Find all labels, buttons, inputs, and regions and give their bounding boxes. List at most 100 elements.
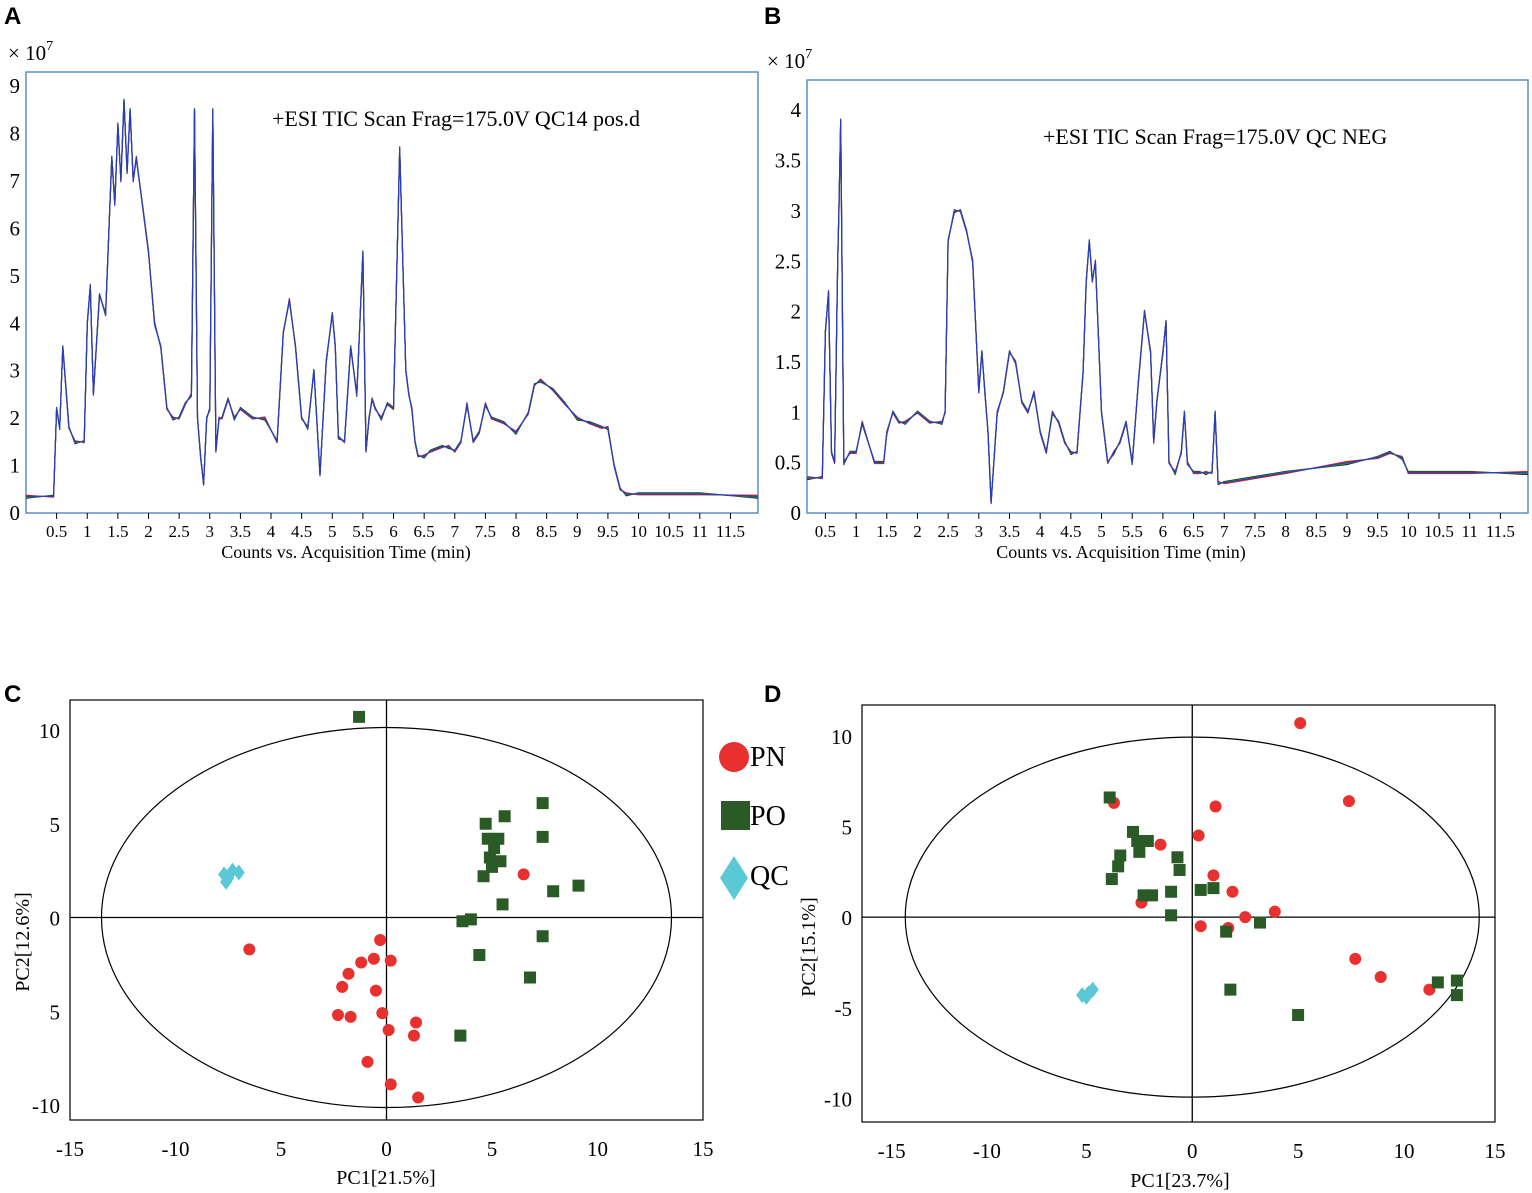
- tic-b-y-tick-label: 1.5: [775, 350, 801, 374]
- panel-label-a: A: [4, 3, 21, 30]
- tic-b-x-tick-label: 8.5: [1306, 522, 1327, 541]
- tic-a-y-tick-label: 2: [10, 406, 21, 430]
- tic-a-x-tick-label: 2.5: [169, 522, 190, 541]
- tic-a-y-tick-label: 6: [10, 216, 21, 240]
- tic-a-y-tick-label: 3: [10, 359, 21, 383]
- pca-d-x-tick-label: 10: [1393, 1139, 1414, 1163]
- pca-d-point-po: [1173, 863, 1186, 876]
- tic-b-y-tick-label: 0: [791, 501, 802, 525]
- tic-b-x-tick-label: 7.5: [1244, 522, 1265, 541]
- pca-c-point-pn: [382, 1024, 395, 1036]
- pca-c-point-pn: [412, 1091, 425, 1104]
- pca-c-point-po: [464, 913, 477, 926]
- pca-d-confidence-ellipse: [904, 736, 1480, 1098]
- pca-c-point-pn: [374, 934, 387, 946]
- pca-c-point-pn: [243, 943, 256, 956]
- pca-c-y-tick-label: 5: [50, 813, 61, 837]
- tic-a-x-tick-label: 8.5: [536, 522, 557, 541]
- pca-d-point-po: [1141, 834, 1154, 847]
- tic-b-trace-4: [807, 119, 1528, 504]
- tic-a-x-tick-label: 6: [389, 522, 398, 541]
- tic-a-y-tick-label: 1: [10, 454, 21, 478]
- pca-d-point-po: [1146, 889, 1159, 902]
- tic-a-x-tick-label: 8: [512, 522, 521, 541]
- pca-d-point-po: [1194, 883, 1207, 896]
- tic-b-x-tick-label: 2.5: [938, 522, 959, 541]
- pca-d-point-pn: [1239, 911, 1252, 924]
- tic-b-x-tick-label: 5: [1097, 522, 1106, 541]
- pca-c-point-pn: [384, 1078, 397, 1091]
- pca-d-y-tick-label: 10: [831, 725, 852, 749]
- tic-b-trace-1: [806, 118, 1529, 503]
- pca-c-y-tick-label: 0: [50, 907, 61, 931]
- pca-d-x-tick-label: 5: [1081, 1139, 1092, 1163]
- tic-b-x-tick-label: 2: [913, 522, 922, 541]
- tic-a-x-tick-label: 9: [573, 522, 582, 541]
- pca-c-point-pn: [410, 1016, 423, 1029]
- legend-pn-marker: [719, 742, 749, 772]
- tic-a-x-tick-label: 4: [267, 522, 276, 541]
- pca-negative-panel: PC1[23.7%] PC2[15.1%] -15 -10 5 0 5 10 15 10 5 0 -…: [798, 704, 1506, 1192]
- pca-d-point-po: [1224, 983, 1237, 996]
- pca-c-point-pn: [355, 956, 368, 969]
- tic-b-x-tick-label: 7: [1220, 522, 1229, 541]
- pca-d-point-pn: [1268, 905, 1281, 918]
- tic-a-y-tick-label: 4: [10, 311, 21, 335]
- pca-c-point-po: [486, 860, 498, 873]
- pca-d-point-po: [1450, 989, 1463, 1002]
- pca-c-x-tick-label: -15: [56, 1137, 84, 1161]
- tic-b-y-tick-label: 2.5: [775, 249, 801, 273]
- tic-positive-panel: × 107 +ESI TIC Scan Frag=175.0V QC14 pos…: [8, 39, 759, 563]
- pca-c-point-po: [477, 870, 490, 883]
- pca-d-point-pn: [1209, 800, 1222, 813]
- pca-c-point-po: [536, 830, 549, 843]
- tic-b-y-tick-label: 4: [791, 98, 802, 122]
- tic-b-x-tick-label: 11.5: [1486, 522, 1515, 541]
- pca-d-y-axis-label: PC2[15.1%]: [798, 897, 820, 996]
- panel-label-b: B: [764, 3, 781, 30]
- tic-a-x-tick-label: 5.5: [352, 522, 373, 541]
- pca-d-point-po: [1171, 851, 1184, 864]
- pca-c-x-tick-label: 10: [587, 1137, 608, 1161]
- pca-c-x-tick-label: 15: [693, 1137, 714, 1161]
- pca-d-point-po: [1431, 976, 1444, 989]
- tic-b-x-tick-label: 1.5: [876, 522, 897, 541]
- tic-a-multiplier-base: × 10: [8, 41, 46, 65]
- pca-d-x-tick-label: -10: [973, 1139, 1001, 1163]
- pca-d-point-pn: [1207, 869, 1220, 882]
- pca-c-point-po: [498, 810, 511, 823]
- pca-c-point-pn: [361, 1055, 374, 1068]
- tic-b-y-tick-label: 1: [791, 400, 802, 424]
- pca-c-point-po: [496, 898, 509, 911]
- pca-c-point-po: [492, 832, 505, 845]
- tic-b-x-tick-label: 3: [975, 522, 984, 541]
- tic-a-x-tick-label: 2: [144, 522, 153, 541]
- tic-a-trace-4: [26, 99, 759, 497]
- tic-b-title: +ESI TIC Scan Frag=175.0V QC NEG: [1043, 124, 1387, 149]
- pca-c-point-pn: [384, 954, 397, 967]
- panel-label-d: D: [764, 681, 781, 708]
- tic-a-multiplier-exp: 7: [46, 39, 53, 54]
- pca-d-y-tick-label: -10: [824, 1087, 852, 1111]
- tic-a-x-tick-label: 9.5: [597, 522, 618, 541]
- tic-a-y-tick-label: 0: [10, 501, 21, 525]
- pca-d-plot-frame: [861, 704, 1496, 1123]
- legend-pn-label: PN: [750, 742, 786, 773]
- tic-a-x-tick-label: 0.5: [46, 522, 67, 541]
- pca-c-point-po: [572, 879, 585, 892]
- tic-b-x-tick-label: 10.5: [1424, 522, 1454, 541]
- tic-a-x-tick-label: 7: [451, 522, 460, 541]
- tic-a-x-tick-label: 10: [630, 522, 647, 541]
- tic-b-x-tick-label: 6: [1159, 522, 1168, 541]
- pca-c-point-pn: [367, 952, 380, 965]
- pca-d-point-po: [1207, 882, 1220, 895]
- pca-d-x-tick-label: 15: [1485, 1139, 1506, 1163]
- tic-b-x-tick-label: 3.5: [999, 522, 1020, 541]
- tic-a-x-tick-label: 10.5: [654, 522, 684, 541]
- tic-b-multiplier: × 107: [767, 47, 812, 73]
- pca-c-point-pn: [342, 967, 355, 980]
- pca-d-point-po: [1254, 916, 1267, 929]
- pca-c-y-tick-label: 10: [39, 719, 60, 743]
- pca-d-point-pn: [1342, 795, 1355, 808]
- tic-b-multiplier-base: × 10: [767, 49, 805, 73]
